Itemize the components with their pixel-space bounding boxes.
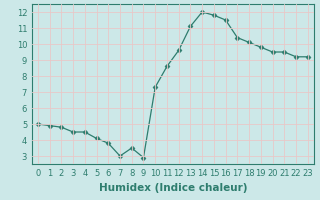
X-axis label: Humidex (Indice chaleur): Humidex (Indice chaleur): [99, 183, 247, 193]
